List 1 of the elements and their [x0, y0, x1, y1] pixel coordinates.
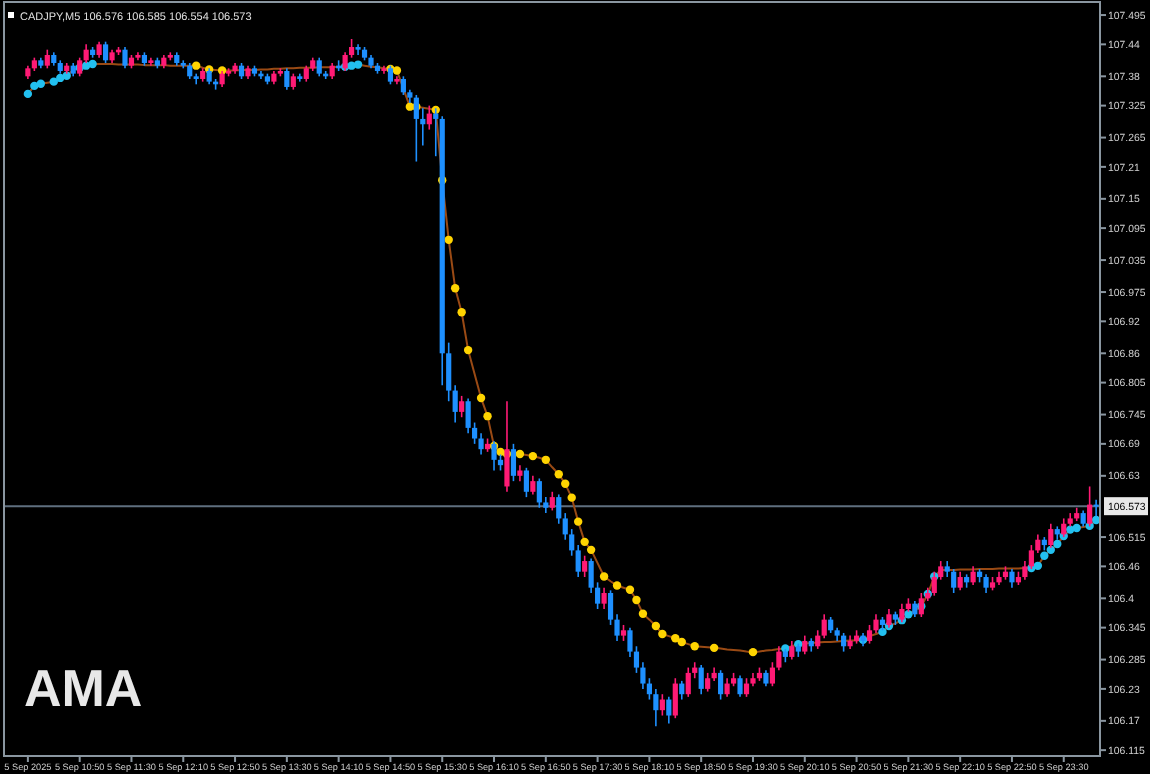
annotation: AMA	[24, 658, 143, 718]
